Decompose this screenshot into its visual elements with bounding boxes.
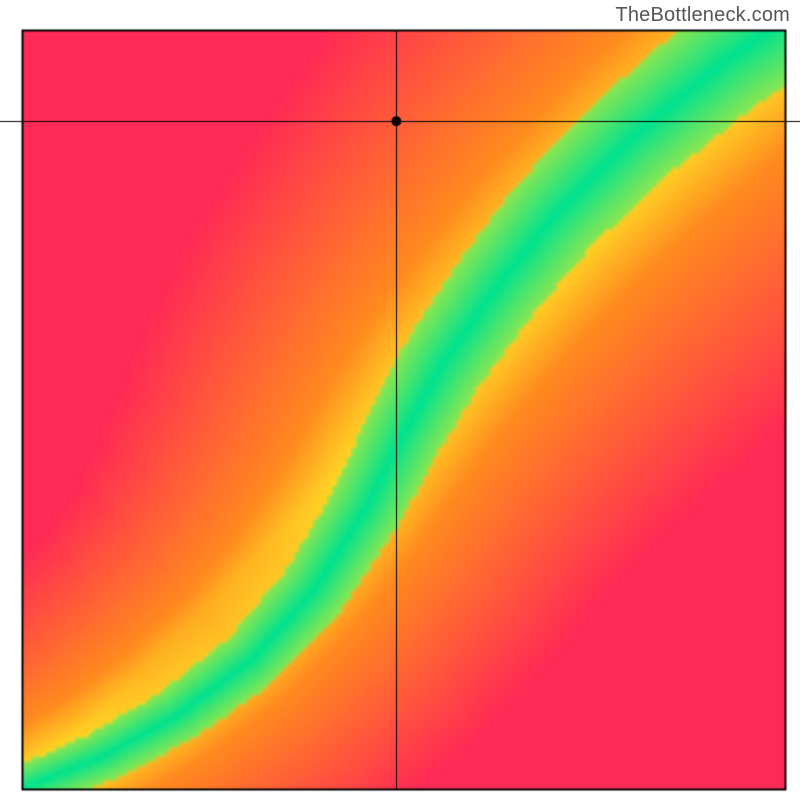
chart-container: TheBottleneck.com [0,0,800,800]
watermark-text: TheBottleneck.com [615,4,790,27]
heatmap-canvas [0,0,800,800]
